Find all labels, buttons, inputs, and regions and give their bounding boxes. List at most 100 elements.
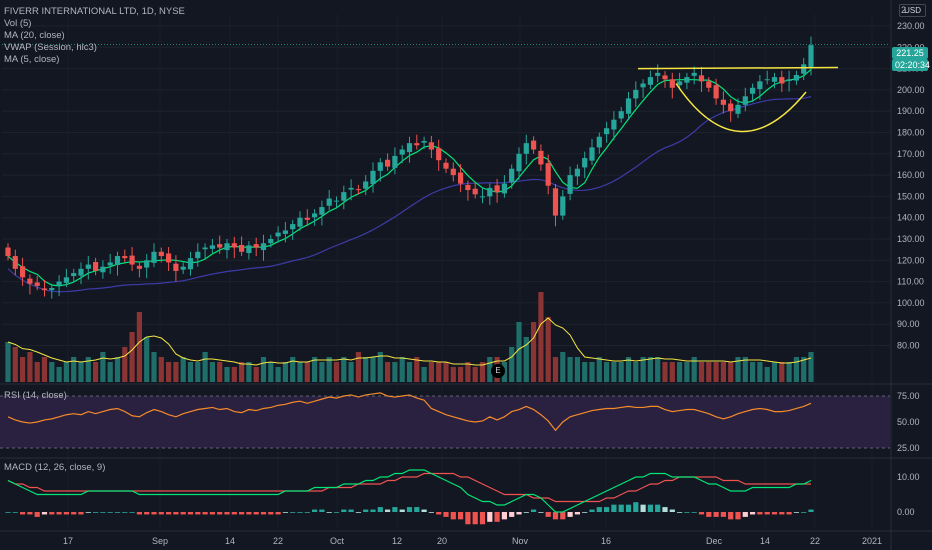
- indicator-macd[interactable]: MACD (12, 26, close, 9): [4, 462, 106, 473]
- indicator-ma5[interactable]: MA (5, close): [4, 54, 60, 65]
- candle-body: [808, 45, 814, 67]
- scale-icon[interactable]: 2: [900, 5, 906, 15]
- macd-histogram-bar: [757, 512, 763, 515]
- volume-bar: [450, 367, 456, 382]
- date-tick-label: 22: [273, 536, 283, 546]
- macd-histogram-bar: [34, 512, 40, 517]
- volume-bar: [341, 357, 347, 382]
- macd-histogram-bar: [12, 512, 18, 513]
- volume-bar: [377, 352, 383, 382]
- candle-body: [779, 77, 785, 84]
- price-tick-label: 230.00: [897, 21, 925, 31]
- volume-bar: [209, 362, 215, 382]
- indicator-vol[interactable]: Vol (5): [4, 18, 32, 29]
- macd-histogram-bar: [662, 507, 668, 512]
- candle-body: [333, 200, 340, 202]
- currency-button[interactable]: USD: [899, 4, 926, 17]
- candle-body: [290, 224, 296, 230]
- price-tick-label: 110.00: [897, 277, 924, 287]
- rsi-legend: RSI (14, close): [4, 390, 67, 402]
- volume-bar: [290, 357, 296, 382]
- candle-body: [224, 243, 230, 251]
- volume-bar: [406, 362, 413, 382]
- macd-histogram-bar: [728, 512, 734, 520]
- candle-body: [217, 244, 223, 248]
- macd-histogram-bar: [27, 512, 33, 515]
- macd-histogram-bar: [538, 512, 544, 513]
- candle-body: [260, 243, 267, 251]
- volume-bar: [808, 352, 814, 382]
- volume-bar: [319, 362, 325, 382]
- volume-bar: [304, 362, 310, 382]
- volume-bar: [414, 357, 420, 382]
- candle-body: [450, 168, 456, 176]
- candle-body: [531, 140, 537, 150]
- volume-bar: [333, 362, 340, 382]
- volume-bar: [552, 357, 559, 382]
- volume-bar: [677, 362, 683, 382]
- candle-body: [494, 185, 500, 193]
- macd-histogram-bar: [479, 512, 486, 525]
- candle-body: [611, 119, 617, 130]
- candle-body: [647, 77, 653, 85]
- signal-line: [7, 472, 811, 503]
- volume-bar: [757, 362, 763, 382]
- macd-histogram-bar: [640, 504, 646, 512]
- indicator-rsi[interactable]: RSI (14, close): [4, 390, 67, 401]
- macd-histogram-bar: [516, 512, 522, 515]
- macd-histogram-bar: [282, 512, 288, 513]
- earnings-marker-icon[interactable]: E: [491, 364, 505, 378]
- volume-bar: [596, 357, 602, 382]
- candle-body: [669, 79, 675, 88]
- volume-bar: [523, 337, 529, 382]
- volume-bar: [662, 362, 668, 382]
- macd-histogram-bar: [253, 512, 259, 515]
- candle-body: [136, 265, 142, 269]
- candle-body: [501, 183, 507, 194]
- candle-body: [151, 251, 157, 263]
- macd-histogram-bar: [567, 512, 573, 517]
- price-tick-label: 140.00: [897, 213, 925, 223]
- candle-body: [158, 251, 164, 257]
- candle-body: [640, 83, 646, 88]
- candle-body: [20, 266, 26, 278]
- symbol-title[interactable]: FIVERR INTERNATIONAL LTD, 1D, NYSE: [4, 6, 185, 17]
- volume-bar: [669, 362, 675, 382]
- macd-histogram-bar: [698, 512, 705, 515]
- volume-bar: [713, 362, 719, 382]
- volume-bar: [750, 362, 756, 382]
- volume-bar: [582, 362, 588, 382]
- macd-histogram-bar: [370, 509, 376, 512]
- volume-bar: [764, 367, 770, 382]
- price-tick-label: 160.00: [897, 170, 925, 180]
- macd-histogram-bar: [268, 512, 274, 515]
- volume-bar: [604, 362, 610, 382]
- macd-histogram-bar: [677, 512, 683, 513]
- macd-histogram-bar: [589, 509, 595, 512]
- volume-bar: [589, 362, 595, 382]
- candle-body: [63, 277, 69, 283]
- candle-body: [370, 170, 376, 185]
- macd-histogram-bar: [20, 512, 26, 515]
- candle-body: [458, 172, 464, 184]
- candle-body: [713, 85, 719, 99]
- volume-bar: [144, 337, 150, 382]
- candle-body: [509, 168, 515, 183]
- candle-body: [487, 187, 493, 197]
- indicator-ma20[interactable]: MA (20, close): [4, 30, 65, 41]
- candle-body: [538, 150, 544, 165]
- volume-bar: [56, 367, 62, 382]
- candle-body: [195, 251, 201, 259]
- volume-bar: [574, 357, 580, 382]
- resistance-line: [637, 66, 839, 70]
- macd-histogram-bar: [560, 512, 566, 520]
- candle-body: [268, 239, 274, 244]
- macd-histogram-bar: [764, 512, 770, 515]
- volume-bar: [71, 357, 77, 382]
- indicator-vwap[interactable]: VWAP (Session, hlc3): [4, 42, 97, 53]
- candle-body: [209, 245, 215, 249]
- volume-bar: [421, 367, 427, 382]
- macd-histogram-bar: [166, 512, 172, 515]
- volume-bar: [151, 352, 157, 382]
